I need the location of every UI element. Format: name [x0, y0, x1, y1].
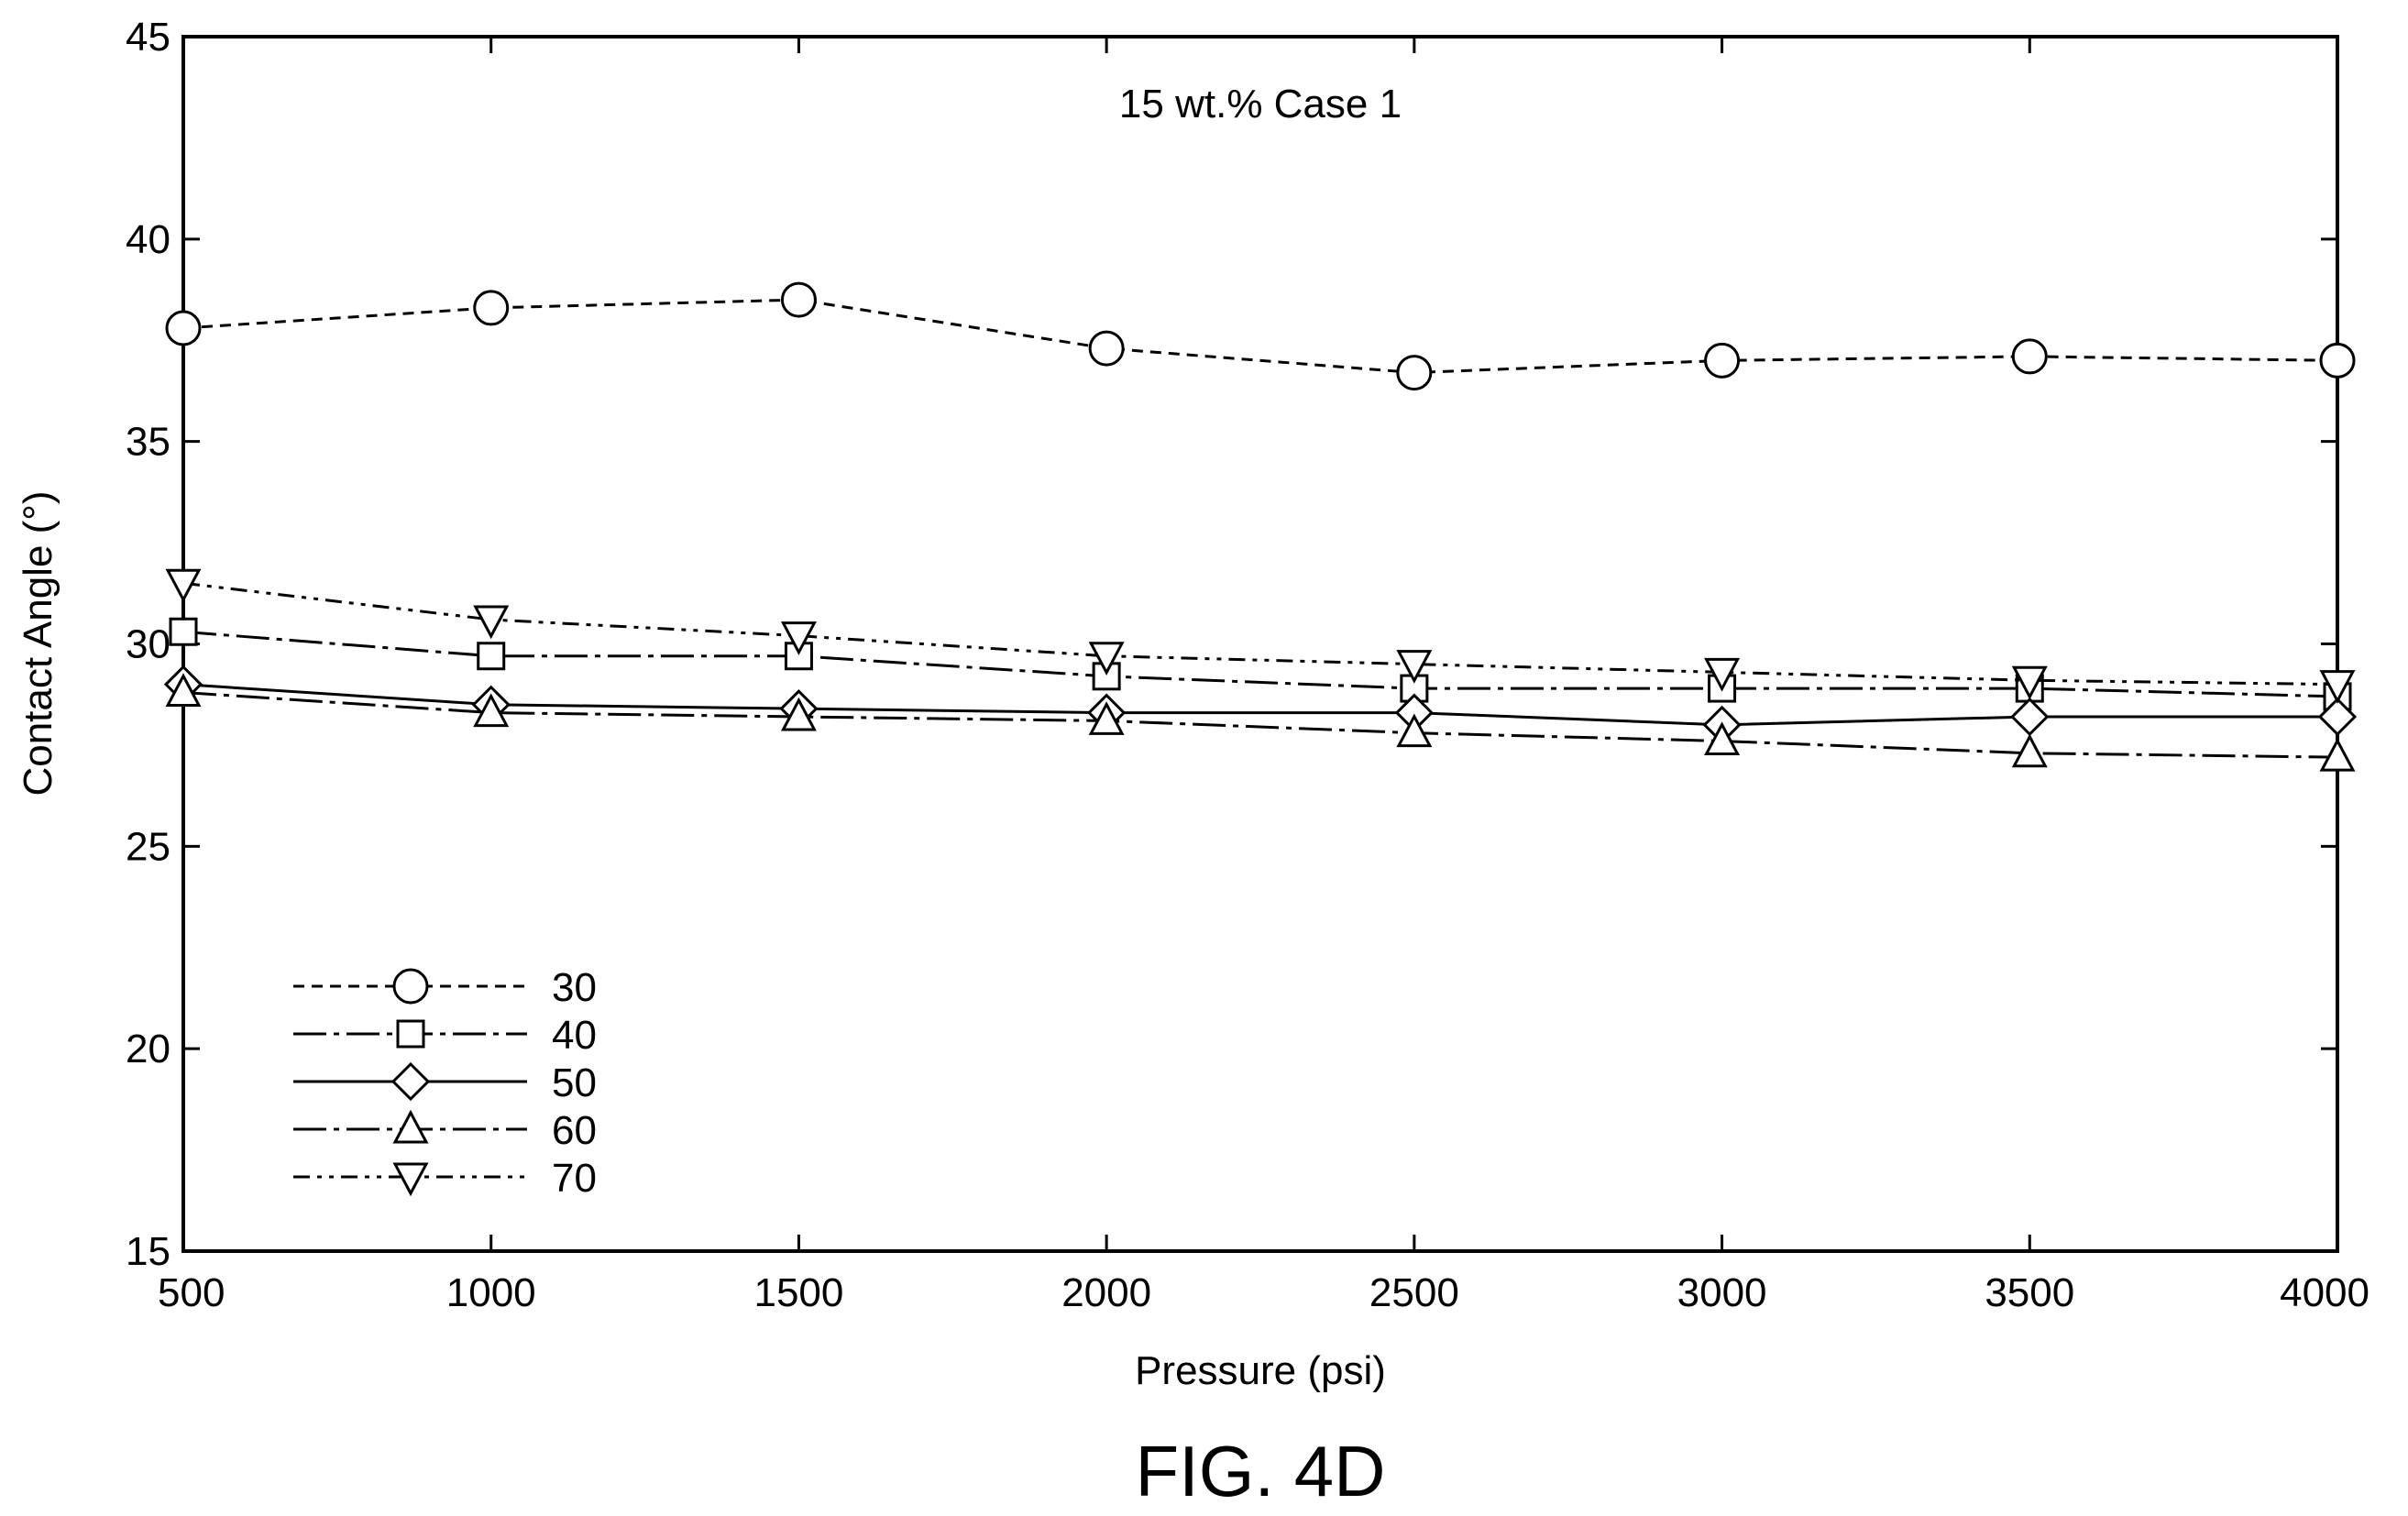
series-line-50	[182, 683, 2337, 727]
data-point	[1088, 642, 1125, 676]
data-point	[780, 621, 817, 655]
data-point	[2319, 737, 2356, 772]
legend-label: 50	[552, 1060, 597, 1105]
data-point	[780, 281, 817, 318]
data-point	[2011, 665, 2048, 700]
x-tick-label: 2000	[1061, 1270, 1151, 1315]
data-point	[473, 693, 510, 728]
x-tick-label: 3500	[1985, 1270, 2074, 1315]
x-axis: 500 1000 1500 2000 2500 3000 3500 4000	[158, 37, 2370, 1315]
figure-caption: FIG. 4D	[1135, 1431, 1385, 1511]
data-point	[2011, 733, 2048, 768]
y-tick-label: 40	[126, 217, 170, 262]
legend-marker	[396, 1019, 425, 1049]
legend-item: 60	[293, 1108, 597, 1153]
data-point	[780, 697, 817, 731]
data-point	[1704, 342, 1741, 379]
y-tick-label: 35	[126, 420, 170, 465]
legend-item: 30	[293, 965, 597, 1010]
series-layer	[163, 281, 2358, 772]
legend-label: 70	[552, 1156, 597, 1201]
data-point	[1396, 713, 1433, 748]
data-point	[2317, 697, 2358, 737]
legend-marker	[392, 1109, 429, 1144]
data-point	[2010, 697, 2050, 737]
data-point	[1704, 721, 1741, 755]
data-point	[1088, 330, 1125, 367]
data-point	[165, 310, 202, 346]
y-tick-label: 15	[126, 1229, 170, 1274]
data-point	[2319, 670, 2356, 704]
data-point	[165, 568, 202, 603]
y-tick-label: 30	[126, 622, 170, 667]
data-point	[2011, 338, 2048, 375]
data-point	[1396, 355, 1433, 391]
data-point	[1396, 650, 1433, 684]
series-line-40	[182, 630, 2338, 698]
plot-frame	[181, 35, 2339, 1253]
legend-marker	[392, 1162, 429, 1197]
series-line-70	[182, 581, 2338, 687]
data-point	[473, 290, 510, 326]
data-point	[1088, 701, 1125, 735]
series-70	[165, 568, 2356, 704]
y-axis: 15 20 25 30 35 40 45	[126, 15, 2337, 1274]
data-point	[2319, 342, 2356, 379]
y-tick-label: 20	[126, 1027, 170, 1071]
data-point	[1704, 657, 1741, 692]
legend-marker	[392, 968, 429, 1005]
legend-label: 40	[552, 1013, 597, 1058]
y-tick-label: 25	[126, 824, 170, 869]
y-tick-label: 45	[126, 15, 170, 60]
series-line-60	[182, 691, 2338, 759]
x-axis-label: Pressure (psi)	[1135, 1348, 1386, 1393]
x-tick-label: 2500	[1369, 1270, 1459, 1315]
data-point	[477, 642, 506, 671]
x-tick-label: 1000	[446, 1270, 536, 1315]
data-point	[473, 605, 510, 640]
legend-item: 70	[293, 1156, 597, 1201]
x-tick-label: 4000	[2280, 1270, 2370, 1315]
series-60	[165, 673, 2356, 772]
legend-item: 40	[293, 1013, 597, 1058]
x-tick-label: 1500	[753, 1270, 843, 1315]
data-point	[165, 673, 202, 707]
legend-marker	[390, 1061, 431, 1102]
data-point	[169, 617, 198, 646]
x-tick-label: 3000	[1677, 1270, 1767, 1315]
legend-label: 60	[552, 1108, 597, 1153]
x-tick-label: 500	[158, 1270, 225, 1315]
series-line-30	[182, 298, 2338, 375]
legend-item: 50	[293, 1060, 597, 1105]
legend-label: 30	[552, 965, 597, 1010]
inset-title: 15 wt.% Case 1	[1119, 82, 1402, 126]
y-axis-label: Contact Angle (°)	[16, 490, 60, 796]
series-30	[165, 281, 2356, 391]
